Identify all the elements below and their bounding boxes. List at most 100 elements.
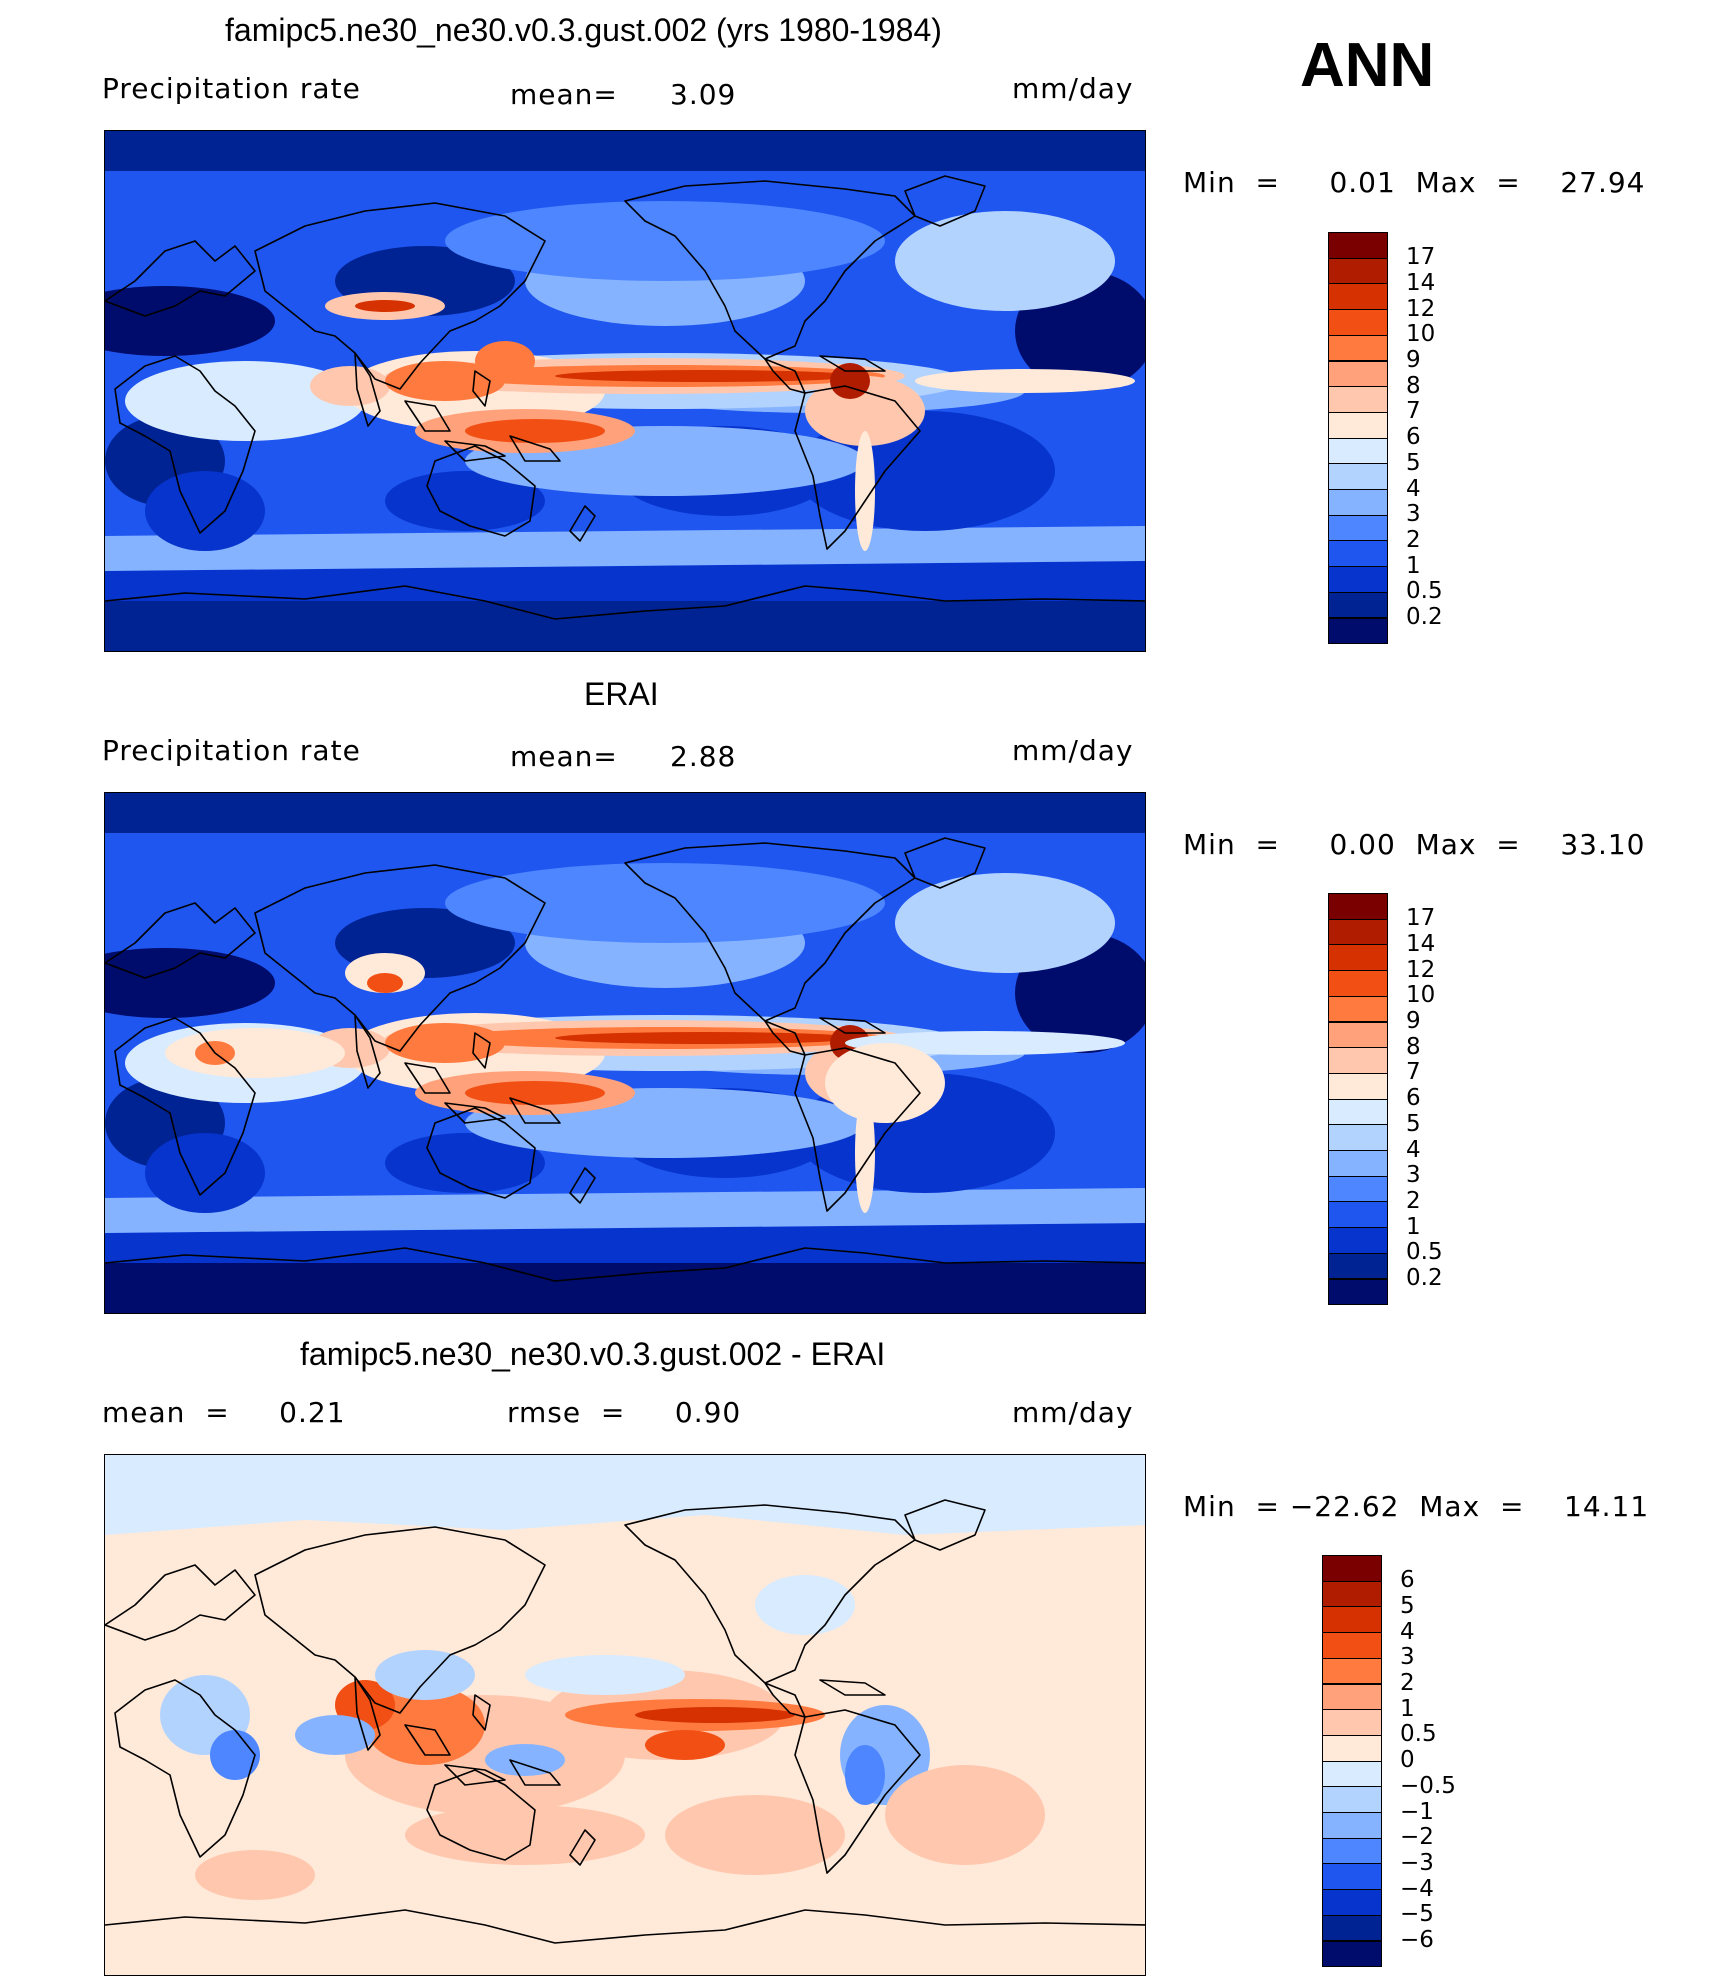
precip-region <box>310 366 390 406</box>
colorbar-level-label: 5 <box>1406 1110 1421 1137</box>
colorbar-level-label: 6 <box>1400 1567 1415 1594</box>
panel1-map <box>104 130 1146 652</box>
colorbar-swatch <box>1328 893 1388 920</box>
colorbar-swatch <box>1322 1555 1382 1582</box>
colorbar-level-label: −1 <box>1400 1798 1434 1825</box>
colorbar-level-label: −5 <box>1400 1901 1434 1928</box>
precip-region <box>367 973 403 993</box>
colorbar-level-label: 4 <box>1406 1136 1421 1163</box>
colorbar-level-label: 8 <box>1406 372 1421 399</box>
panel3-minmax: Min = −22.62 Max = 14.11 <box>1183 1490 1650 1523</box>
colorbar-level-label: 4 <box>1400 1618 1415 1645</box>
colorbar-swatch <box>1322 1760 1382 1788</box>
precip-region <box>145 471 265 551</box>
precip-region <box>885 1765 1045 1865</box>
arctic-band <box>105 131 1145 171</box>
colorbar-level-label: 0.2 <box>1406 604 1443 630</box>
colorbar-swatch <box>1328 1201 1388 1229</box>
precip-region <box>855 1093 875 1213</box>
colorbar-swatch <box>1328 283 1388 311</box>
precip-region <box>165 1028 345 1078</box>
precip-region <box>635 1707 795 1723</box>
colorbar-level-label: 2 <box>1406 526 1421 553</box>
colorbar-swatch <box>1328 1098 1388 1126</box>
precip-region <box>145 1133 265 1213</box>
panel3-map <box>104 1454 1146 1976</box>
colorbar-level-label: 12 <box>1406 956 1436 983</box>
colorbar-level-label: 14 <box>1406 930 1436 957</box>
precip-region <box>845 1745 885 1805</box>
coastlines <box>105 1499 1145 1944</box>
colorbar-swatch <box>1328 1227 1388 1254</box>
panel2-units: mm/day <box>1012 734 1134 767</box>
colorbar-swatch <box>1328 1252 1388 1280</box>
precip-region <box>195 1850 315 1900</box>
colorbar-swatch <box>1322 1812 1382 1839</box>
colorbar-swatch <box>1328 334 1388 362</box>
colorbar-swatch <box>1328 257 1388 285</box>
colorbar-swatch <box>1328 1278 1388 1306</box>
panel1-minmax: Min = 0.01 Max = 27.94 <box>1183 166 1646 199</box>
panel2-variable-label: Precipitation rate <box>102 734 361 767</box>
precip-region <box>105 286 275 356</box>
precip-region <box>915 369 1135 393</box>
colorbar-swatch <box>1328 411 1388 439</box>
panel3-mean-label: mean = 0.21 <box>102 1396 346 1429</box>
colorbar-level-label: 17 <box>1406 905 1436 932</box>
storm-track-band <box>105 1188 1145 1233</box>
colorbar-swatch <box>1322 1683 1382 1711</box>
colorbar-level-label: 2 <box>1406 1187 1421 1214</box>
panel1-map-svg <box>105 131 1145 651</box>
panel3-map-svg <box>105 1455 1145 1975</box>
colorbar-swatch <box>1322 1632 1382 1659</box>
colorbar-level-label: 0.5 <box>1406 578 1443 605</box>
precip-region <box>895 211 1115 311</box>
precip-region <box>465 419 605 443</box>
colorbar-level-label: 14 <box>1406 269 1436 296</box>
precip-region <box>475 341 535 381</box>
colorbar-swatch <box>1322 1657 1382 1685</box>
panel1-title: famipc5.ne30_ne30.v0.3.gust.002 (yrs 198… <box>225 12 942 48</box>
panel3-rmse-label: rmse = 0.90 <box>507 1396 742 1429</box>
precip-region <box>105 948 275 1018</box>
colorbar-swatch <box>1322 1940 1382 1968</box>
precip-region <box>525 1655 685 1695</box>
colorbar-level-label: 1 <box>1406 1213 1421 1240</box>
colorbar-swatch <box>1328 386 1388 413</box>
panel1-mean-value: 3.09 <box>670 78 737 111</box>
colorbar-swatch <box>1322 1786 1382 1813</box>
colorbar-level-label: 7 <box>1406 1059 1421 1086</box>
colorbar-level-label: 0.5 <box>1406 1239 1443 1266</box>
colorbar-swatch <box>1328 489 1388 516</box>
colorbar-swatch <box>1328 1072 1388 1100</box>
colorbar-level-label: −4 <box>1400 1875 1434 1902</box>
colorbar-swatch <box>1328 566 1388 593</box>
colorbar-swatch <box>1322 1889 1382 1916</box>
arctic-band <box>105 793 1145 833</box>
colorbar-level-label: 9 <box>1406 347 1421 373</box>
colorbar-level-label: 12 <box>1406 295 1436 322</box>
panel2-map-svg <box>105 793 1145 1313</box>
precip-region <box>830 363 870 399</box>
colorbar-level-label: 6 <box>1406 1085 1421 1112</box>
colorbar-level-label: 7 <box>1406 398 1421 425</box>
antarctic-band <box>105 601 1145 651</box>
colorbar-swatch <box>1328 463 1388 490</box>
colorbar-level-label: 8 <box>1406 1033 1421 1060</box>
colorbar-level-label: 0 <box>1400 1747 1415 1774</box>
colorbar-level-label: 17 <box>1406 244 1436 271</box>
colorbar-swatch <box>1328 1021 1388 1049</box>
colorbar-level-label: 3 <box>1406 501 1421 528</box>
colorbar-swatch <box>1328 309 1388 336</box>
colorbar-swatch <box>1322 1606 1382 1634</box>
coastlines <box>105 175 1145 620</box>
panel2-title: ERAI <box>584 676 659 712</box>
colorbar-swatch <box>1322 1837 1382 1865</box>
colorbar-level-label: 4 <box>1406 475 1421 502</box>
precip-region <box>825 1043 945 1123</box>
colorbar-swatch <box>1322 1863 1382 1891</box>
precip-region <box>125 361 365 441</box>
precip-region <box>485 1744 565 1776</box>
precip-region <box>555 1032 855 1044</box>
panel2-mean-value: 2.88 <box>670 740 737 773</box>
